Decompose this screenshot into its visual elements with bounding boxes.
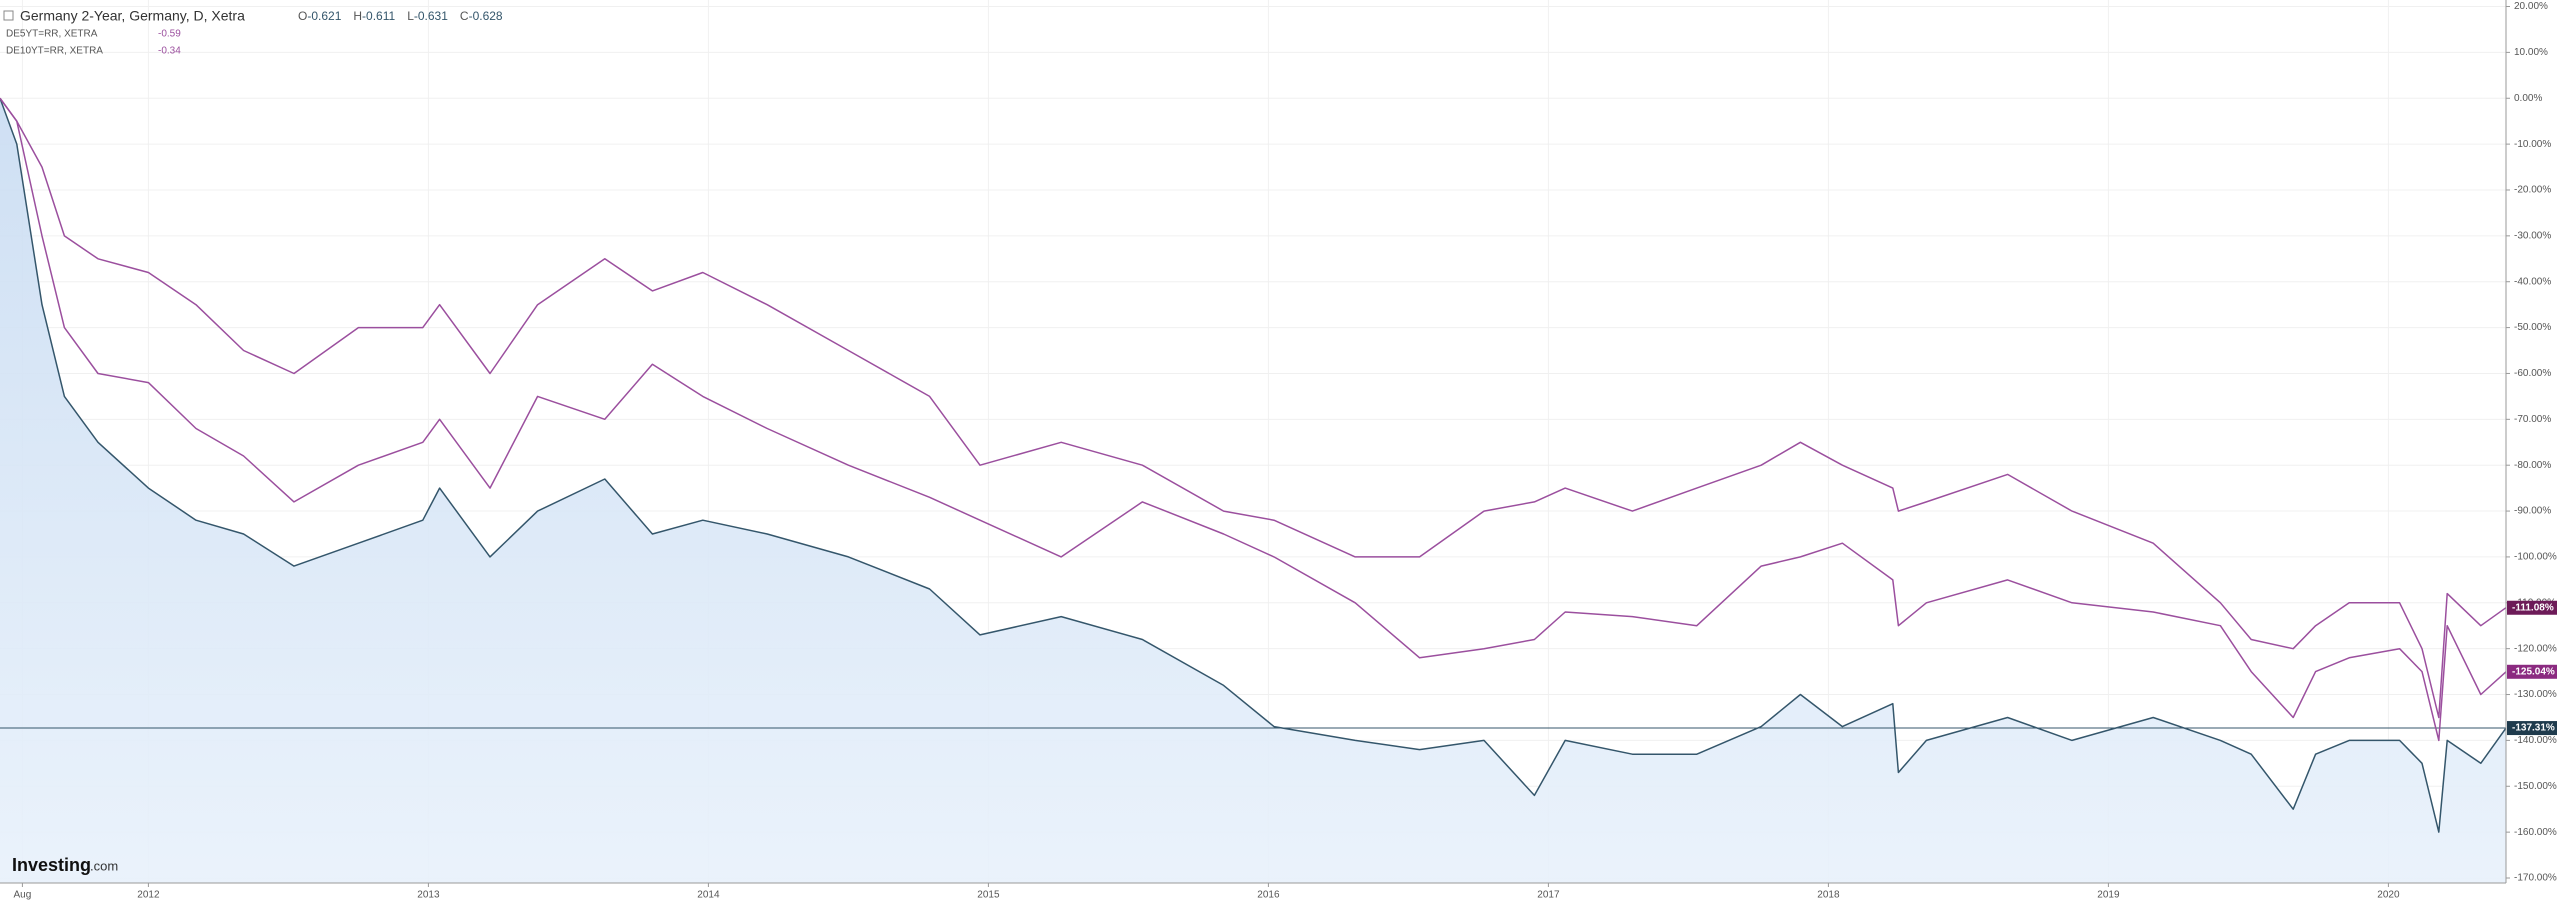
y-tick-label: -40.00% (2514, 276, 2551, 287)
branding: Investing .com (12, 855, 118, 875)
y-tick-label: -70.00% (2514, 414, 2551, 425)
line (0, 97, 2507, 719)
x-tick-label: 2018 (1817, 890, 1840, 901)
x-tick-label: 2015 (977, 890, 1000, 901)
x-tick-label: 2019 (2097, 890, 2120, 901)
y-tick-label: -130.00% (2514, 689, 2557, 700)
y-tick-label: -10.00% (2514, 139, 2551, 150)
ohlc-value: -0.628 (469, 9, 503, 23)
brand-name: Investing (12, 855, 91, 875)
ohlc-value: -0.631 (414, 9, 448, 23)
legend-entry: DE10YT=RR, XETRA (6, 46, 103, 57)
y-tick-label: -30.00% (2514, 230, 2551, 241)
last-value-label: -125.04% (2512, 666, 2555, 677)
y-tick-label: -20.00% (2514, 185, 2551, 196)
y-tick-label: -140.00% (2514, 735, 2557, 746)
x-tick-label: 2012 (137, 890, 160, 901)
ohlc-key: L (407, 9, 414, 23)
ohlc-key: C (460, 9, 469, 23)
y-tick-label: -170.00% (2514, 873, 2557, 884)
x-tick-label: Aug (14, 890, 32, 901)
area (0, 98, 2506, 883)
last-value-box (2507, 721, 2557, 736)
y-tick-label: -120.00% (2514, 643, 2557, 654)
legend-value: -0.34 (158, 46, 181, 57)
y-tick-label: -50.00% (2514, 322, 2551, 333)
last-value-label: -111.08% (2512, 602, 2554, 613)
y-tick-label: 20.00% (2514, 1, 2548, 12)
y-tick-label: -100.00% (2514, 552, 2557, 563)
x-tick-label: 2020 (2377, 890, 2400, 901)
line (0, 97, 2507, 833)
last-value-box (2507, 664, 2557, 679)
ohlc-value: -0.621 (307, 9, 341, 23)
last-value-box (2507, 600, 2557, 615)
y-tick-label: -90.00% (2514, 506, 2551, 517)
legend-entry: DE5YT=RR, XETRA (6, 29, 98, 40)
y-tick-label: 0.00% (2514, 93, 2542, 104)
brand-suffix: .com (90, 858, 118, 873)
legend-value: -0.59 (158, 29, 181, 40)
legend: Germany 2-Year, Germany, D, Xetra O -0.62… (3, 8, 503, 57)
y-tick-label: -160.00% (2514, 827, 2557, 838)
last-value-label: -137.31% (2512, 723, 2555, 734)
ohlc-key: O (298, 9, 307, 23)
x-tick-label: 2016 (1257, 890, 1280, 901)
collapse-icon[interactable] (3, 10, 14, 21)
y-tick-label: -80.00% (2514, 460, 2551, 471)
line (0, 97, 2507, 742)
legend-title: Germany 2-Year, Germany, D, Xetra (20, 8, 245, 24)
x-tick-label: 2014 (697, 890, 720, 901)
ohlc-key: H (353, 9, 362, 23)
y-tick-label: -60.00% (2514, 368, 2551, 379)
ohlc-value: -0.611 (362, 9, 395, 23)
y-tick-label: 10.00% (2514, 47, 2548, 58)
y-tick-label: -150.00% (2514, 781, 2557, 792)
x-tick-label: 2017 (1537, 890, 1560, 901)
x-tick-label: 2013 (417, 890, 440, 901)
